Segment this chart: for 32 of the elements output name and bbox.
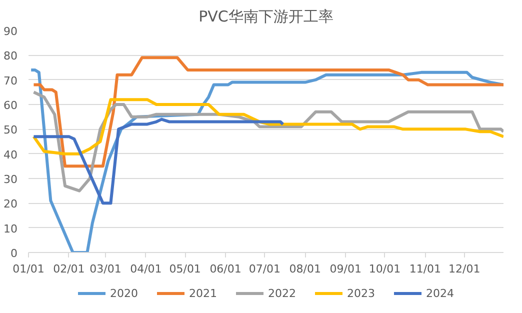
y-tick-label: 50 <box>4 124 18 137</box>
y-tick-label: 30 <box>4 173 18 186</box>
legend-label: 2021 <box>189 286 217 300</box>
x-tick-label: 12/01 <box>448 262 480 276</box>
y-tick-label: 70 <box>4 74 18 88</box>
legend-label: 2020 <box>110 286 138 300</box>
y-tick-label: 80 <box>4 50 18 63</box>
y-tick-label: 10 <box>4 222 18 236</box>
x-tick-label: 04/01 <box>130 262 162 276</box>
x-tick-label: 08/01 <box>289 262 321 276</box>
x-tick-label: 01/01 <box>12 262 44 276</box>
line-series <box>32 90 504 192</box>
y-tick-label: 0 <box>10 247 18 260</box>
line-series <box>32 118 284 205</box>
x-tick-label: 02/01 <box>53 262 85 276</box>
x-tick-label: 09/01 <box>330 262 362 276</box>
y-tick-label: 40 <box>4 148 18 162</box>
legend-label: 2024 <box>426 286 454 300</box>
x-tick-label: 07/01 <box>248 262 281 276</box>
x-tick-label: 06/01 <box>210 262 242 276</box>
legend-label: 2023 <box>347 286 375 300</box>
x-tick-label: 10/01 <box>368 262 401 276</box>
y-tick-label: 90 <box>4 25 18 38</box>
legend-label: 2022 <box>268 286 296 300</box>
y-tick-label: 20 <box>4 198 18 211</box>
chart-title: PVC华南下游开工率 <box>198 8 334 26</box>
x-tick-label: 03/01 <box>90 262 122 276</box>
line-series <box>32 98 504 156</box>
y-tick-label: 60 <box>4 99 18 112</box>
x-tick-label: 05/01 <box>169 262 201 276</box>
x-tick-label: 11/01 <box>409 262 442 276</box>
line-series <box>32 56 504 168</box>
